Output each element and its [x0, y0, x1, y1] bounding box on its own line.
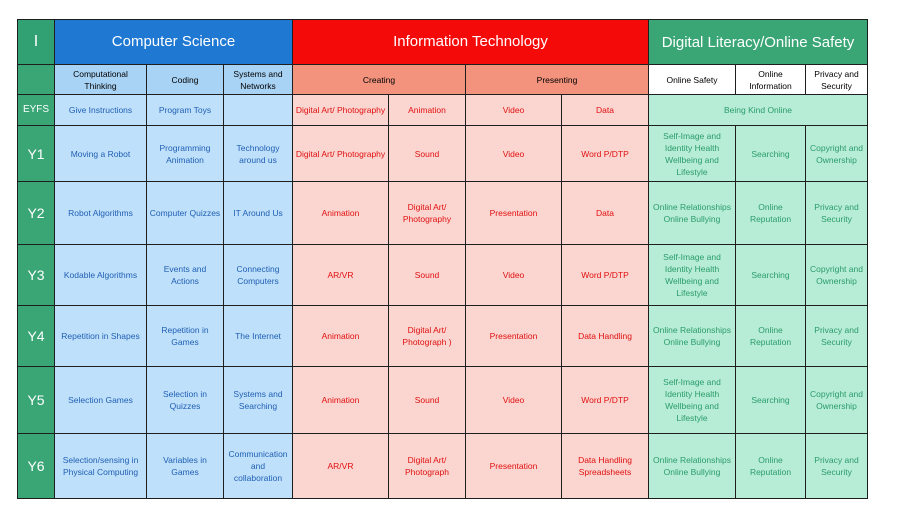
privacy-security-cell: Privacy and Security — [805, 181, 868, 245]
creating-1-cell: AR/VR — [292, 244, 389, 306]
online-safety-cell: Self-Image and Identity Health Wellbeing… — [648, 366, 736, 434]
privacy-security-cell: Privacy and Security — [805, 433, 868, 499]
year-label: Y2 — [17, 181, 55, 245]
year-row: Y3 Kodable Algorithms Events and Actions Co… — [17, 244, 868, 306]
creating-2-cell: Sound — [388, 125, 466, 182]
eyfs-presenting-2-cell: Data — [561, 94, 649, 126]
presenting-2-cell: Word P/DTP — [561, 244, 649, 306]
privacy-security-cell: Privacy and Security — [805, 305, 868, 367]
systems-networks-cell: Technology around us — [223, 125, 293, 182]
year-label-eyfs: EYFS — [17, 94, 55, 126]
computational-thinking-cell: Repetition in Shapes — [54, 305, 147, 367]
privacy-security-cell: Copyright and Ownership — [805, 244, 868, 306]
coding-cell: Variables in Games — [146, 433, 224, 499]
creating-2-cell: Sound — [388, 244, 466, 306]
creating-2-cell: Digital Art/ Photograph — [388, 433, 466, 499]
presenting-2-cell: Data Handling Spreadsheets — [561, 433, 649, 499]
year-label: Y5 — [17, 366, 55, 434]
online-information-cell: Searching — [735, 244, 806, 306]
online-information-cell: Searching — [735, 366, 806, 434]
online-safety-cell: Self-Image and Identity Health Wellbeing… — [648, 125, 736, 182]
eyfs-row: EYFS Give Instructions Program Toys Digi… — [17, 94, 868, 126]
presenting-1-cell: Presentation — [465, 305, 562, 367]
subheader-coding: Coding — [146, 64, 224, 95]
presenting-1-cell: Video — [465, 244, 562, 306]
eyfs-creating-1-cell: Digital Art/ Photography — [292, 94, 389, 126]
eyfs-coding-cell: Program Toys — [146, 94, 224, 126]
subheader-row: Computational Thinking Coding Systems an… — [17, 64, 868, 95]
computational-thinking-cell: Robot Algorithms — [54, 181, 147, 245]
presenting-1-cell: Video — [465, 125, 562, 182]
year-label: Y6 — [17, 433, 55, 499]
subheader-privacy-security: Privacy and Security — [805, 64, 868, 95]
presenting-1-cell: Presentation — [465, 181, 562, 245]
coding-cell: Computer Quizzes — [146, 181, 224, 245]
year-row: Y6 Selection/sensing in Physical Computin… — [17, 433, 868, 499]
presenting-1-cell: Presentation — [465, 433, 562, 499]
subheader-online-safety: Online Safety — [648, 64, 736, 95]
creating-2-cell: Digital Art/ Photography — [388, 181, 466, 245]
systems-networks-cell: Communication and collaboration — [223, 433, 293, 499]
creating-1-cell: Digital Art/ Photography — [292, 125, 389, 182]
presenting-2-cell: Word P/DTP — [561, 125, 649, 182]
year-row: Y4 Repetition in Shapes Repetition in Game… — [17, 305, 868, 367]
year-label: Y4 — [17, 305, 55, 367]
year-label: Y3 — [17, 244, 55, 306]
year-rows: Y1 Moving a Robot Programming Animation Tec… — [17, 125, 868, 499]
presenting-2-cell: Data — [561, 181, 649, 245]
eyfs-creating-2-cell: Animation — [388, 94, 466, 126]
computational-thinking-cell: Moving a Robot — [54, 125, 147, 182]
online-information-cell: Searching — [735, 125, 806, 182]
systems-networks-cell: Connecting Computers — [223, 244, 293, 306]
year-row: Y5 Selection Games Selection in Quizzes Sys… — [17, 366, 868, 434]
online-information-cell: Online Reputation — [735, 433, 806, 499]
online-safety-cell: Online Relationships Online Bullying — [648, 181, 736, 245]
privacy-security-cell: Copyright and Ownership — [805, 125, 868, 182]
subheader-computational-thinking: Computational Thinking — [54, 64, 147, 95]
eyfs-digital-literacy-cell: Being Kind Online — [648, 94, 868, 126]
year-label: Y1 — [17, 125, 55, 182]
subheader-systems-networks: Systems and Networks — [223, 64, 293, 95]
curriculum-table: I Computer Science Information Technolog… — [17, 19, 868, 499]
systems-networks-cell: Systems and Searching — [223, 366, 293, 434]
systems-networks-cell: The Internet — [223, 305, 293, 367]
presenting-2-cell: Data Handling — [561, 305, 649, 367]
coding-cell: Programming Animation — [146, 125, 224, 182]
online-information-cell: Online Reputation — [735, 181, 806, 245]
computational-thinking-cell: Selection/sensing in Physical Computing — [54, 433, 147, 499]
creating-2-cell: Sound — [388, 366, 466, 434]
subheader-blank-cell — [17, 64, 55, 95]
subheader-presenting: Presenting — [465, 64, 649, 95]
eyfs-systems-networks-cell — [223, 94, 293, 126]
group-digital-literacy: Digital Literacy/Online Safety — [648, 19, 868, 65]
eyfs-presenting-1-cell: Video — [465, 94, 562, 126]
year-row: Y1 Moving a Robot Programming Animation Tec… — [17, 125, 868, 182]
coding-cell: Selection in Quizzes — [146, 366, 224, 434]
online-safety-cell: Online Relationships Online Bullying — [648, 305, 736, 367]
computational-thinking-cell: Kodable Algorithms — [54, 244, 147, 306]
online-information-cell: Online Reputation — [735, 305, 806, 367]
group-computer-science: Computer Science — [54, 19, 293, 65]
systems-networks-cell: IT Around Us — [223, 181, 293, 245]
computational-thinking-cell: Selection Games — [54, 366, 147, 434]
group-information-technology: Information Technology — [292, 19, 649, 65]
presenting-2-cell: Word P/DTP — [561, 366, 649, 434]
creating-1-cell: Animation — [292, 366, 389, 434]
creating-2-cell: Digital Art/ Photograph ) — [388, 305, 466, 367]
coding-cell: Repetition in Games — [146, 305, 224, 367]
creating-1-cell: Animation — [292, 181, 389, 245]
privacy-security-cell: Copyright and Ownership — [805, 366, 868, 434]
year-row: Y2 Robot Algorithms Computer Quizzes IT Aro… — [17, 181, 868, 245]
corner-cell: I — [17, 19, 55, 65]
online-safety-cell: Online Relationships Online Bullying — [648, 433, 736, 499]
coding-cell: Events and Actions — [146, 244, 224, 306]
subheader-creating: Creating — [292, 64, 466, 95]
creating-1-cell: AR/VR — [292, 433, 389, 499]
subheader-online-information: Online Information — [735, 64, 806, 95]
group-header-row: I Computer Science Information Technolog… — [17, 19, 868, 65]
creating-1-cell: Animation — [292, 305, 389, 367]
presenting-1-cell: Video — [465, 366, 562, 434]
eyfs-computational-thinking-cell: Give Instructions — [54, 94, 147, 126]
online-safety-cell: Self-Image and Identity Health Wellbeing… — [648, 244, 736, 306]
